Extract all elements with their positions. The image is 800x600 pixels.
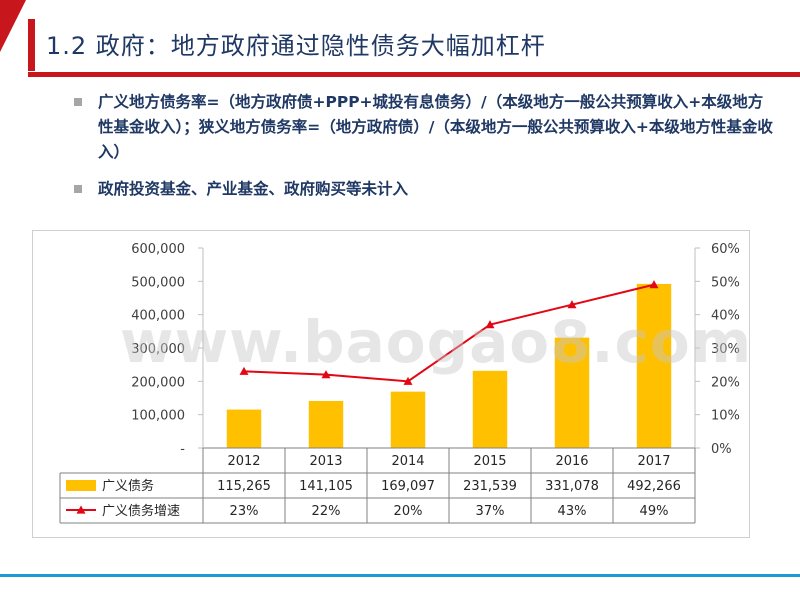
y-right-tick-label: 20% bbox=[711, 375, 740, 390]
x-tick-label: 2014 bbox=[391, 454, 424, 469]
header-underline bbox=[28, 72, 800, 77]
bullet-1: 广义地方债务率=（地方政府债+PPP+城投有息债务）/（本级地方一般公共预算收入… bbox=[74, 90, 774, 165]
table-cell-growth: 43% bbox=[558, 504, 587, 519]
bar-2014 bbox=[390, 391, 426, 448]
y-left-tick-label: 200,000 bbox=[131, 375, 185, 390]
bullet-square-icon bbox=[74, 98, 82, 106]
bar-2016 bbox=[554, 337, 590, 448]
x-tick-label: 2015 bbox=[473, 454, 506, 469]
table-cell-growth: 49% bbox=[640, 504, 669, 519]
legend-line-marker bbox=[76, 505, 86, 514]
bar-2013 bbox=[308, 400, 344, 448]
growth-marker-2015 bbox=[485, 320, 495, 329]
y-right-tick-label: 40% bbox=[711, 309, 740, 324]
corner-decoration bbox=[0, 0, 26, 52]
table-cell-debt: 492,266 bbox=[627, 479, 681, 494]
y-left-tick-label: 500,000 bbox=[131, 275, 185, 290]
legend-line-label: 广义债务增速 bbox=[102, 503, 180, 519]
table-cell-debt: 331,078 bbox=[545, 479, 599, 494]
table-cell-growth: 37% bbox=[476, 504, 505, 519]
table-cell-growth: 23% bbox=[230, 504, 259, 519]
growth-marker-2017 bbox=[649, 280, 659, 289]
y-right-tick-label: 60% bbox=[711, 242, 740, 257]
chart-frame bbox=[32, 230, 750, 538]
bullet-2-text: 政府投资基金、产业基金、政府购买等未计入 bbox=[98, 180, 409, 198]
y-left-tick-label: 100,000 bbox=[131, 409, 185, 424]
table-cell-growth: 22% bbox=[312, 504, 341, 519]
legend-bar-swatch bbox=[66, 480, 96, 491]
table-cell-debt: 231,539 bbox=[463, 479, 517, 494]
y-right-tick-label: 10% bbox=[711, 409, 740, 424]
x-tick-label: 2012 bbox=[227, 454, 260, 469]
header-accent bbox=[28, 19, 35, 71]
table-cell-growth: 20% bbox=[394, 504, 423, 519]
x-tick-label: 2017 bbox=[637, 454, 670, 469]
bullet-square-icon bbox=[74, 185, 82, 193]
y-left-tick-label: 400,000 bbox=[131, 309, 185, 324]
table-cell-debt: 141,105 bbox=[299, 479, 353, 494]
y-left-tick-label: 300,000 bbox=[131, 342, 185, 357]
bullet-1-text: 广义地方债务率=（地方政府债+PPP+城投有息债务）/（本级地方一般公共预算收入… bbox=[98, 93, 773, 161]
footer-line bbox=[0, 574, 800, 577]
table-cell-debt: 115,265 bbox=[217, 479, 271, 494]
growth-marker-2013 bbox=[321, 370, 331, 379]
bar-2012 bbox=[226, 409, 262, 448]
table-cell-debt: 169,097 bbox=[381, 479, 435, 494]
y-left-tick-label: - bbox=[180, 442, 185, 457]
legend-bar-label: 广义债务 bbox=[102, 478, 154, 494]
x-tick-label: 2016 bbox=[555, 454, 588, 469]
header-bar bbox=[28, 19, 800, 71]
bar-2015 bbox=[472, 370, 508, 448]
growth-marker-2014 bbox=[403, 376, 413, 385]
page-title: 1.2 政府：地方政府通过隐性债务大幅加杠杆 bbox=[46, 32, 546, 60]
growth-marker-2016 bbox=[567, 300, 577, 309]
y-right-tick-label: 0% bbox=[711, 442, 732, 457]
growth-marker-2012 bbox=[239, 366, 249, 375]
bullet-2: 政府投资基金、产业基金、政府购买等未计入 bbox=[74, 177, 774, 202]
y-right-tick-label: 50% bbox=[711, 275, 740, 290]
bar-2017 bbox=[636, 283, 672, 448]
y-left-tick-label: 600,000 bbox=[131, 242, 185, 257]
growth-line bbox=[243, 283, 655, 383]
y-right-tick-label: 30% bbox=[711, 342, 740, 357]
x-tick-label: 2013 bbox=[309, 454, 342, 469]
